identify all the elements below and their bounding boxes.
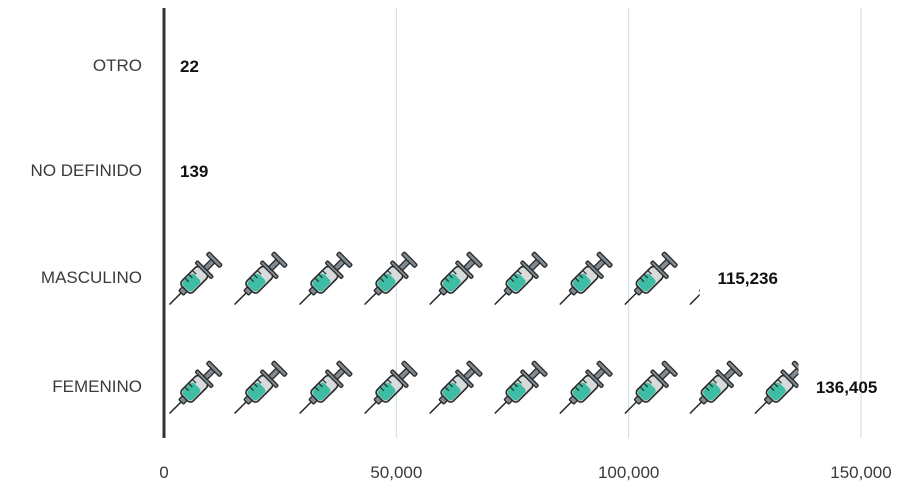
x-tick-label: 150,000 [830, 463, 891, 482]
syringe-icon [754, 360, 799, 414]
x-tick-labels: 0 50,000 100,000 150,000 [159, 463, 891, 482]
syringe-icons [169, 251, 799, 414]
syringe-icon [624, 360, 678, 414]
category-label: MASCULINO [41, 268, 142, 287]
syringe-icon [169, 251, 223, 305]
syringe-icon [169, 360, 223, 414]
syringe-icon [624, 251, 678, 305]
syringe-icon [234, 360, 288, 414]
syringe-icon [234, 251, 288, 305]
category-labels: FEMENINO MASCULINO NO DEFINIDO OTRO [31, 56, 142, 396]
x-tick-label: 0 [159, 463, 168, 482]
syringe-icon [429, 360, 483, 414]
category-label: OTRO [93, 56, 142, 75]
category-label: NO DEFINIDO [31, 161, 142, 180]
syringe-icon [689, 360, 743, 414]
syringe-icon [429, 251, 483, 305]
syringe-icon [364, 251, 418, 305]
syringe-icon [299, 360, 353, 414]
syringe-icon [689, 286, 700, 305]
syringe-icon [364, 360, 418, 414]
syringe-icon [494, 251, 548, 305]
gridlines [395, 8, 862, 438]
syringe-icon [559, 251, 613, 305]
x-tick-label: 100,000 [598, 463, 659, 482]
value-label: 136,405 [816, 378, 877, 397]
syringe-icon [494, 360, 548, 414]
syringe-icon [299, 251, 353, 305]
value-label: 22 [180, 57, 199, 76]
syringe-icon [559, 360, 613, 414]
value-labels: 136,405 115,236 139 22 [180, 57, 877, 397]
category-label: FEMENINO [52, 377, 142, 396]
value-label: 115,236 [717, 269, 778, 288]
value-label: 139 [180, 162, 208, 181]
x-tick-label: 50,000 [370, 463, 422, 482]
